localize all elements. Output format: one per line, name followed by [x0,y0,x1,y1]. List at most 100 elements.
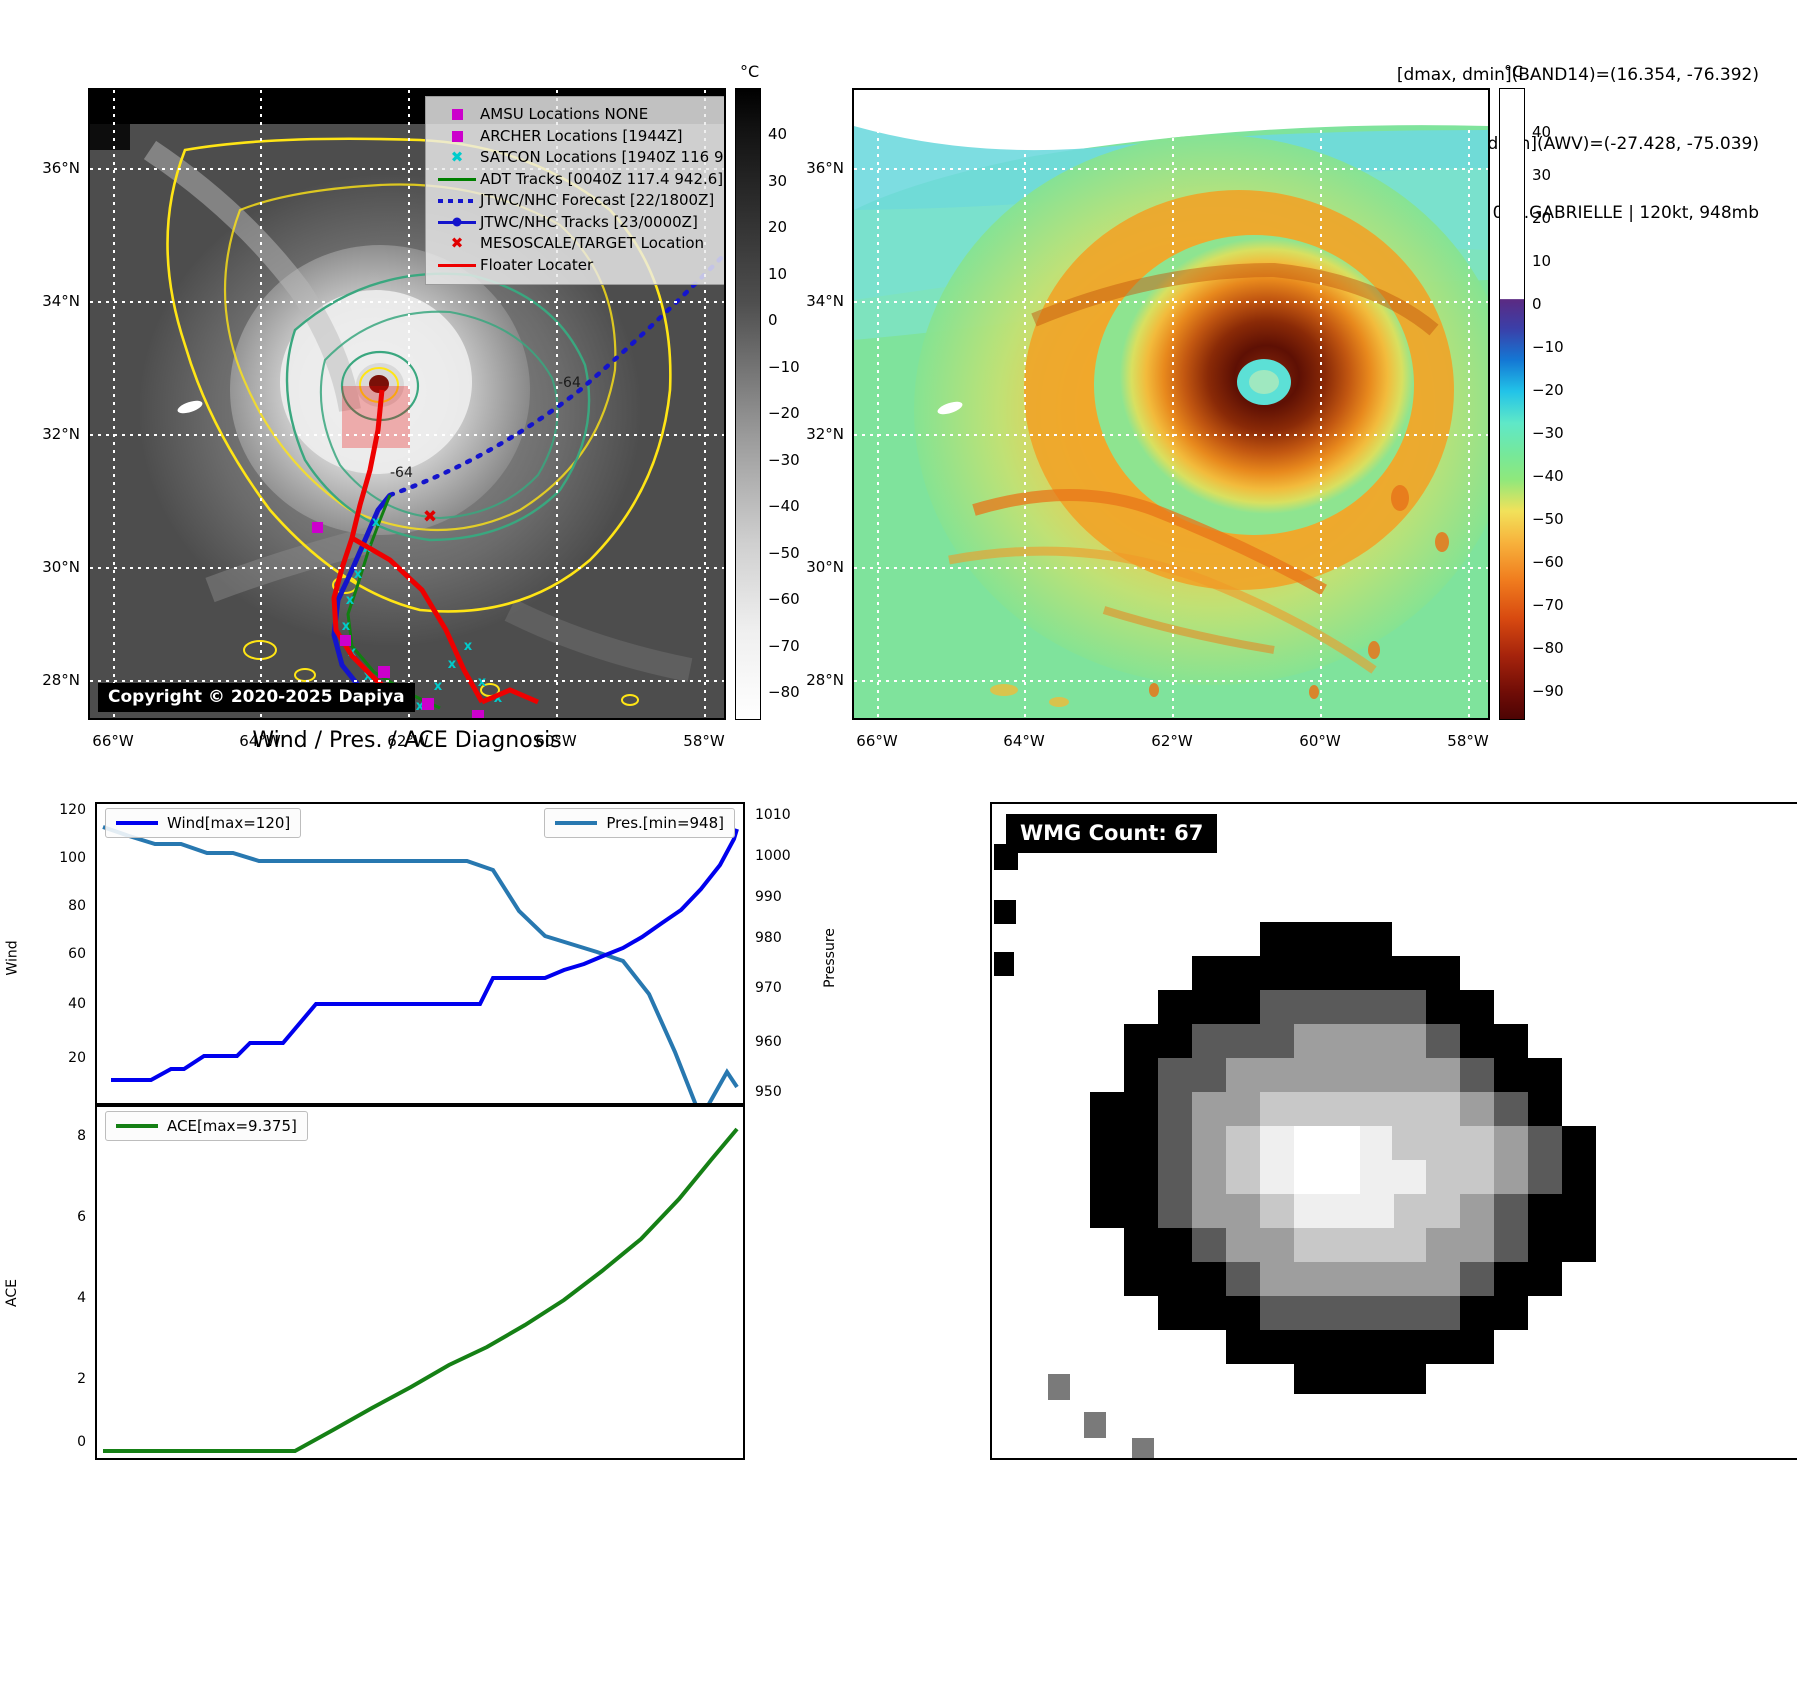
ir-gridline-lat-30 [90,567,724,569]
pressure-ytick-970: 970 [755,980,782,996]
wind-ytick-100: 100 [59,850,86,866]
awv-gridline-lat-30 [854,567,1488,569]
ace-ytick-4: 4 [77,1290,86,1306]
ir-cbar-tick-5: −10 [768,358,800,376]
ir-satellite-map[interactable]: xxx xxx xxx xxx xx ✖ [88,88,726,720]
legend-item-floater[interactable]: Floater Locater [434,255,724,277]
pressure-ytick-950: 950 [755,1084,782,1100]
ir-lon-label-64: 64°W [239,732,281,750]
awv-gridline-lat-36 [854,168,1488,170]
pressure-legend-line-icon [555,821,598,825]
pressure-ytick-990: 990 [755,889,782,905]
ir-cbar-tick-8: −40 [768,497,800,515]
pressure-legend[interactable]: Pres.[min=948] [544,808,735,838]
ir-cbar-tick-11: −70 [768,637,800,655]
legend-label-amsu: AMSU Locations NONE [480,105,649,123]
svg-text:x: x [416,699,425,714]
ir-cbar-tick-6: −20 [768,404,800,422]
wind-ytick-60: 60 [68,946,86,962]
wmg-count-badge: WMG Count: 67 [1006,814,1218,853]
awv-cbar-tick-0: 40 [1532,123,1552,141]
pressure-axis-label: Pressure [821,928,838,988]
pressure-ytick-960: 960 [755,1034,782,1050]
ir-gridline-lon-64 [260,90,262,718]
ir-lat-label-34: 34°N [42,292,80,310]
ir-gridline-lat-28 [90,680,724,682]
svg-text:✖: ✖ [423,507,437,527]
legend-label-satcon: SATCON Locations [1940Z 116 948] [480,148,726,166]
legend-label-tracks: JTWC/NHC Tracks [23/0000Z] [480,212,698,231]
awv-map-graphics [854,90,1488,718]
awv-gridline-lon-64 [1024,90,1026,718]
ir-lon-label-58: 58°W [683,732,725,750]
ace-ytick-6: 6 [77,1209,86,1225]
wind-series-line [111,828,739,1082]
awv-cbar-tick-4: 0 [1532,295,1542,313]
wmg-panel[interactable]: WMG Count: 67 [990,802,1797,1460]
archer-square-icon [434,130,480,142]
ir-cbar-tick-0: 40 [768,125,788,143]
pressure-ytick-1000: 1000 [755,848,791,864]
awv-lon-label-58: 58°W [1447,732,1489,750]
wind-pressure-plot [102,825,739,1103]
svg-text:x: x [434,679,443,694]
ace-chart[interactable]: ACE[max=9.375] [95,1105,745,1460]
wind-ytick-120: 120 [59,802,86,818]
ir-gridline-lat-36 [90,168,724,170]
awv-map-image [854,90,1488,718]
wind-legend[interactable]: Wind[max=120] [105,808,302,838]
ir-lon-label-66: 66°W [92,732,134,750]
awv-cbar-tick-10: −60 [1532,553,1564,571]
awv-cbar-tick-9: −50 [1532,510,1564,528]
awv-gridline-lat-34 [854,301,1488,303]
forecast-dotted-line-icon [434,198,480,203]
svg-text:x: x [448,657,457,672]
legend-item-forecast[interactable]: JTWC/NHC Forecast [22/1800Z] [434,190,724,212]
awv-lon-label-66: 66°W [856,732,898,750]
legend-item-amsu[interactable]: AMSU Locations NONE [434,104,724,126]
awv-cbar-tick-2: 20 [1532,209,1552,227]
awv-cbar-tick-1: 30 [1532,166,1552,184]
ace-legend-line-icon [116,1124,158,1128]
awv-lat-label-30: 30°N [806,558,844,576]
ace-plot [103,1127,739,1453]
legend-label-mesoscale: MESOSCALE/TARGET Location [480,234,705,252]
awv-cbar-tick-8: −40 [1532,467,1564,485]
ir-gridline-lat-32 [90,434,724,436]
ir-cbar-tick-7: −30 [768,451,800,469]
ace-ytick-8: 8 [77,1128,86,1144]
stats-band14: [dmax, dmin](BAND14)=(16.354, -76.392) [1396,65,1759,85]
legend-item-mesoscale[interactable]: ✖ MESOSCALE/TARGET Location [434,233,724,255]
legend-item-tracks[interactable]: JTWC/NHC Tracks [23/0000Z] [434,212,724,234]
wind-legend-label: Wind[max=120] [167,814,291,832]
ir-lat-label-32: 32°N [42,425,80,443]
svg-text:x: x [478,675,487,690]
awv-lat-label-36: 36°N [806,159,844,177]
awv-cbar-tick-6: −20 [1532,381,1564,399]
awv-lat-label-34: 34°N [806,292,844,310]
awv-satellite-map[interactable] [852,88,1490,720]
awv-lon-label-62: 62°W [1151,732,1193,750]
ace-legend-label: ACE[max=9.375] [167,1117,297,1135]
ir-cbar-tick-10: −60 [768,590,800,608]
awv-lat-label-28: 28°N [806,671,844,689]
amsu-square-icon [434,109,480,121]
svg-text:x: x [346,593,355,608]
ace-legend[interactable]: ACE[max=9.375] [105,1111,308,1141]
awv-cbar-tick-13: −90 [1532,682,1564,700]
legend-item-archer[interactable]: ARCHER Locations [1944Z] [434,126,724,148]
awv-gridline-lat-32 [854,434,1488,436]
pressure-ytick-980: 980 [755,930,782,946]
legend-label-adt: ADT Tracks [0040Z 117.4 942.6] [480,169,724,188]
awv-gridline-lon-62 [1172,90,1174,718]
awv-cbar-tick-11: −70 [1532,596,1564,614]
svg-text:x: x [464,639,473,654]
legend-item-adt[interactable]: ADT Tracks [0040Z 117.4 942.6] [434,169,724,191]
ir-colorbar-gradient [735,88,761,720]
wind-pressure-chart[interactable]: Wind[max=120] Pres.[min=948] [95,802,745,1105]
pressure-ytick-1010: 1010 [755,807,791,823]
ace-ytick-2: 2 [77,1371,86,1387]
ir-cbar-tick-1: 30 [768,172,788,190]
svg-text:x: x [342,619,351,634]
legend-item-satcon[interactable]: ✖ SATCON Locations [1940Z 116 948] [434,147,726,169]
